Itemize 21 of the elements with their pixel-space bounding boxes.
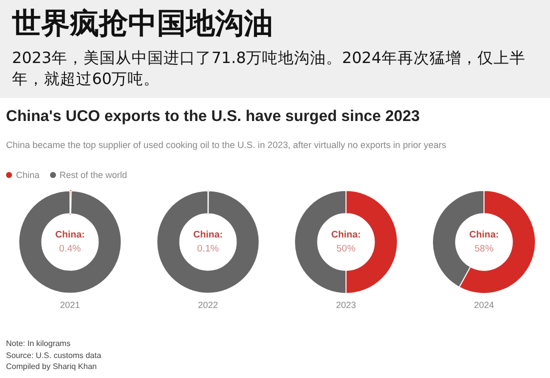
text: 0.4% — [59, 244, 82, 255]
slice-label: 2024 — [472, 300, 496, 310]
legend-label: Rest of the world — [58, 170, 128, 180]
text: Compiled by Shariq Khan — [6, 361, 98, 372]
text: China: — [469, 230, 499, 241]
text: 58% — [474, 244, 494, 255]
text: China: — [55, 230, 85, 241]
text: China's UCO exports to the U.S. have surged since 2023 — [6, 108, 420, 126]
text: 0.1% — [197, 244, 220, 255]
text: China: — [193, 230, 223, 241]
legend-label: China — [15, 170, 40, 180]
slice-label: 2023 — [334, 300, 358, 310]
slice-label: 2021 — [58, 300, 82, 310]
slice-label: 2022 — [196, 300, 220, 310]
text: 2023年，美国从中国进口了71.8万吨地沟油。2024年再次猛增，仅上半年，就超过60万吨。 — [12, 48, 526, 90]
text: China became the top supplier of used cooking oil to the U.S. in 2023, after virtually no exports in prior years — [6, 140, 446, 150]
text: 世界疯抢中国地沟油 — [12, 5, 273, 42]
text: 50% — [336, 244, 356, 255]
text: China: — [331, 230, 361, 241]
text: Note: In kilograms — [6, 338, 72, 350]
source-note: Source: U.S. customs data — [6, 350, 102, 361]
